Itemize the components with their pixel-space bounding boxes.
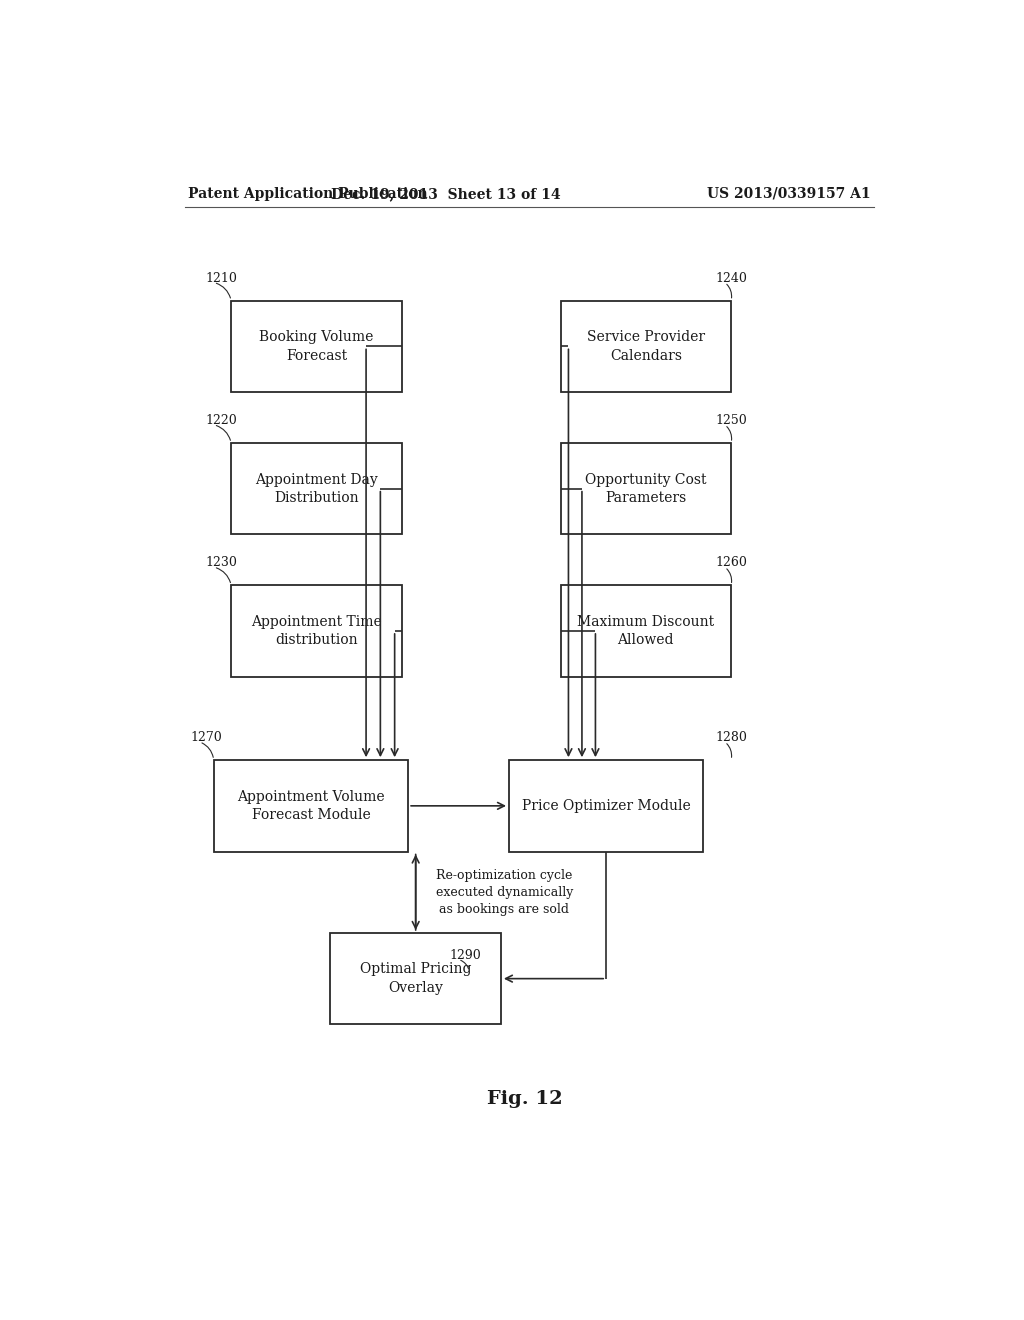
Text: 1220: 1220 [205,414,237,428]
Bar [331,933,501,1024]
Text: Maximum Discount
Allowed: Maximum Discount Allowed [578,615,715,647]
Text: 1280: 1280 [715,731,748,744]
Bar [231,301,401,392]
Text: 1270: 1270 [190,731,222,744]
Bar [231,444,401,535]
Text: Service Provider
Calendars: Service Provider Calendars [587,330,705,363]
Text: Price Optimizer Module: Price Optimizer Module [522,799,690,813]
Text: Re-optimization cycle
executed dynamically
as bookings are sold: Re-optimization cycle executed dynamical… [435,869,572,916]
Text: Appointment Volume
Forecast Module: Appointment Volume Forecast Module [238,789,385,822]
Text: 1290: 1290 [450,949,481,962]
Text: Booking Volume
Forecast: Booking Volume Forecast [259,330,374,363]
Bar [214,760,409,851]
Bar [560,444,731,535]
Text: Opportunity Cost
Parameters: Opportunity Cost Parameters [585,473,707,506]
Bar [560,301,731,392]
Text: Appointment Day
Distribution: Appointment Day Distribution [255,473,378,506]
Text: 1260: 1260 [715,557,748,569]
Text: Dec. 19, 2013  Sheet 13 of 14: Dec. 19, 2013 Sheet 13 of 14 [331,187,560,201]
Bar [231,585,401,677]
Text: 1230: 1230 [205,557,237,569]
Bar [560,585,731,677]
Text: Appointment Time
distribution: Appointment Time distribution [251,615,382,647]
Text: Optimal Pricing
Overlay: Optimal Pricing Overlay [359,962,471,995]
Bar [509,760,703,851]
Text: 1210: 1210 [205,272,237,285]
Text: 1240: 1240 [715,272,748,285]
Text: US 2013/0339157 A1: US 2013/0339157 A1 [708,187,871,201]
Text: 1250: 1250 [715,414,748,428]
Text: Patent Application Publication: Patent Application Publication [187,187,427,201]
Text: Fig. 12: Fig. 12 [487,1089,562,1107]
